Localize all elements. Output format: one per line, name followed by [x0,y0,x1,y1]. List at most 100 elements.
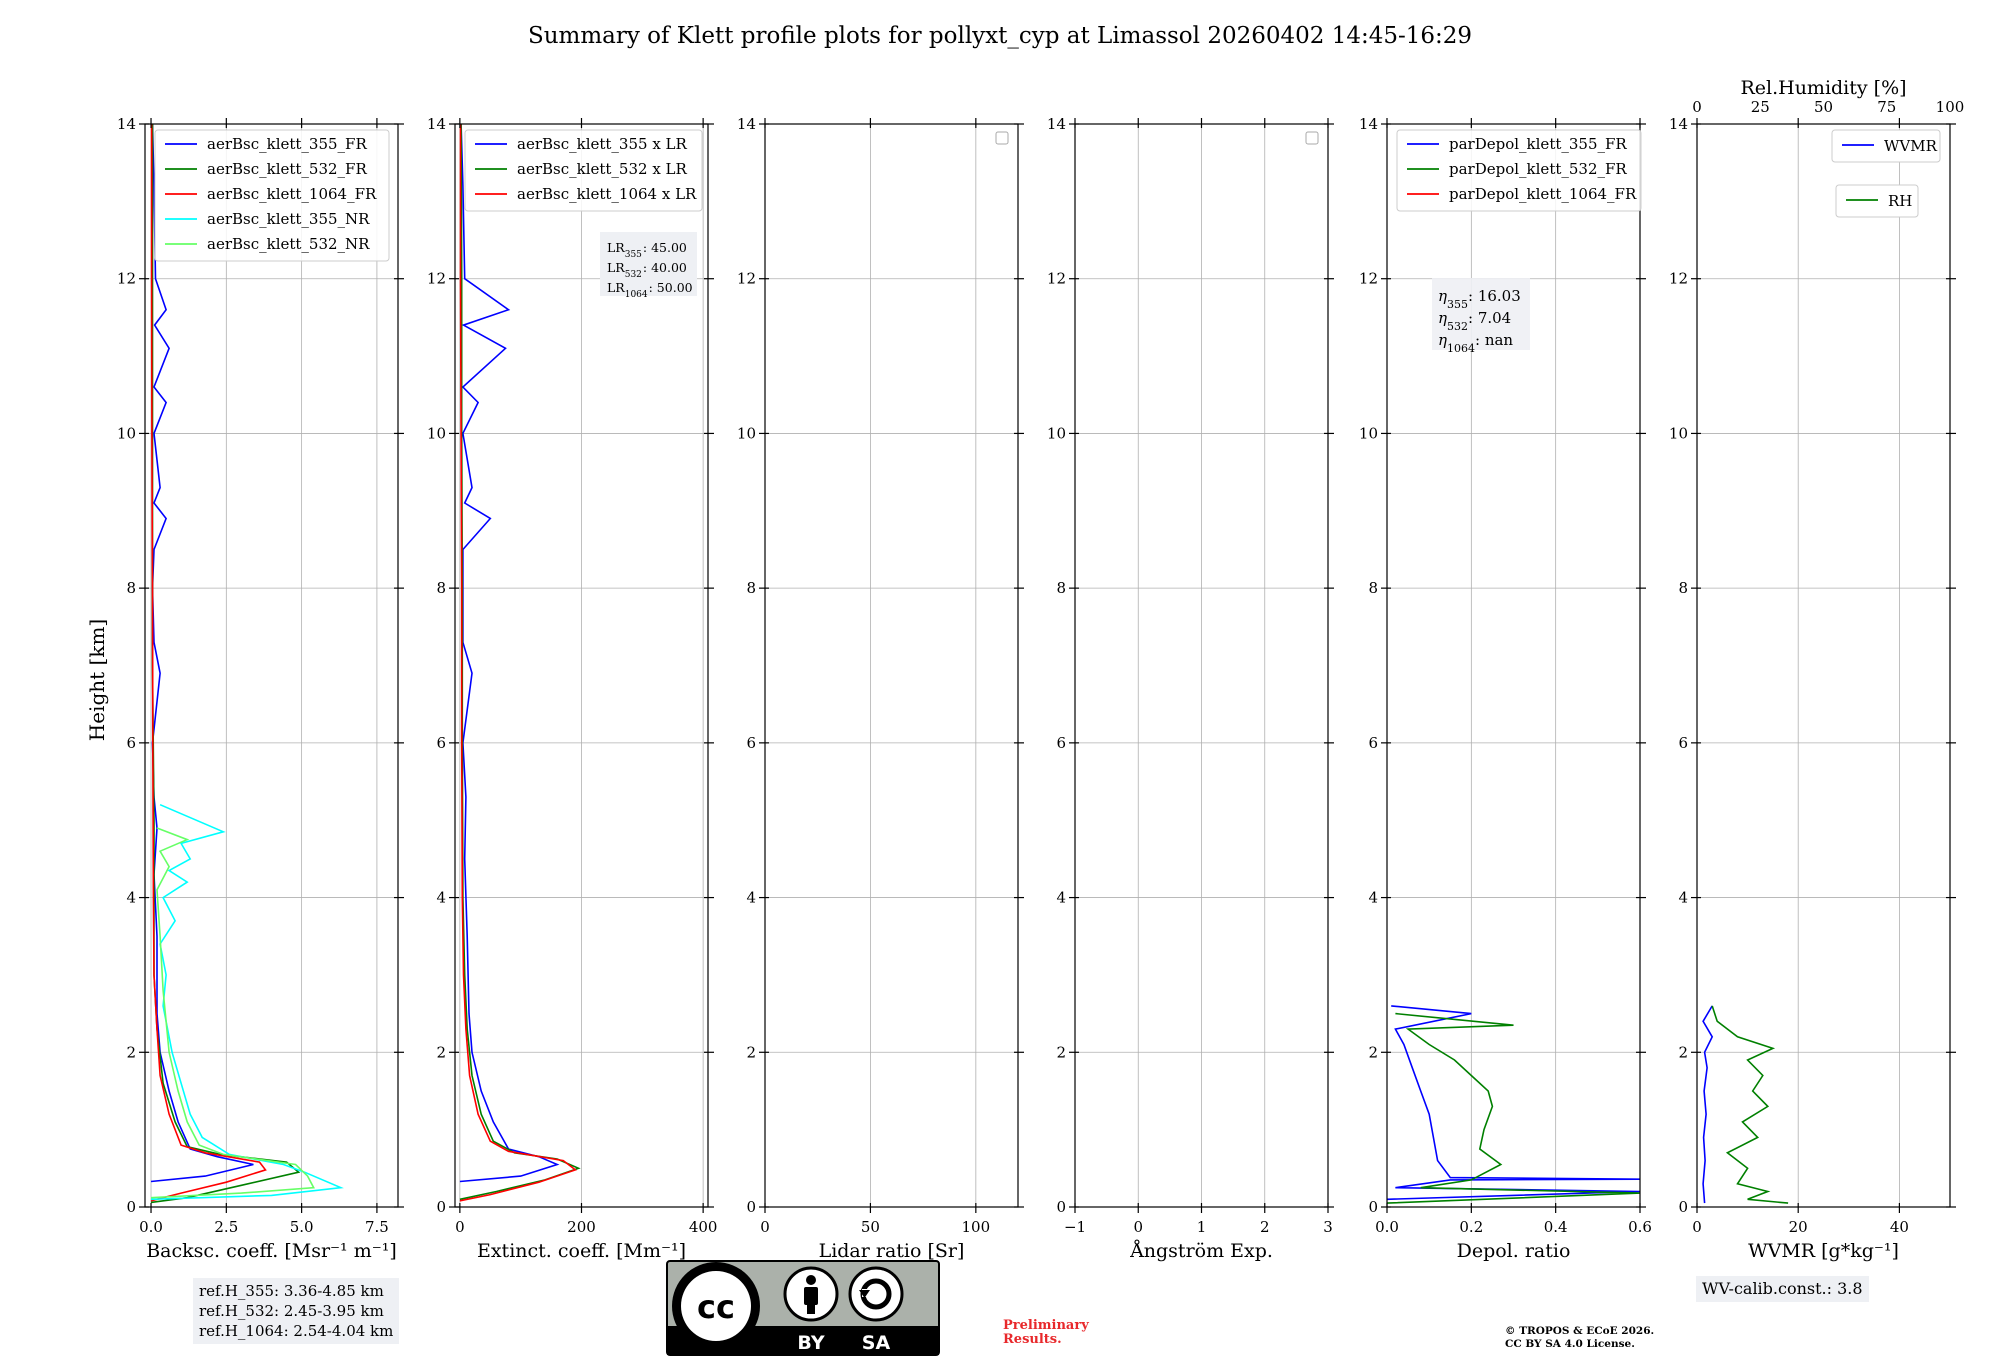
cc-icon: cc [672,1262,760,1350]
y-tick-label: 10 [1669,424,1688,442]
legend-label: WVMR [1884,137,1938,155]
series-line-aerBsc_klett_1064_FR [150,124,267,1202]
legend-label: aerBsc_klett_532_FR [207,160,367,178]
preliminary-line-2: Results. [1003,1332,1062,1347]
x-tick-label: 0.4 [1544,1218,1568,1236]
legend: aerBsc_klett_355 x LR aerBsc_klett_532 x … [464,129,703,212]
y-tick-label: 2 [1678,1043,1688,1061]
ref-height-1064: ref.H_1064: 2.54-4.04 km [199,1322,394,1340]
y-tick-label: 4 [1056,889,1066,907]
legend-label: aerBsc_klett_355_FR [207,135,367,153]
x-tick-label: 0 [760,1218,770,1236]
legend-frame [464,129,703,212]
legend-label: RH [1888,192,1912,210]
x-tick-label: 0.6 [1628,1218,1652,1236]
y-tick-label: 14 [737,115,756,133]
x-tick-label: 0 [1133,1218,1143,1236]
empty-legend [995,131,1009,145]
eta-532: η532: 7.04 [1438,309,1511,333]
y-tick-label: 6 [436,734,446,752]
y-tick-label: 4 [126,889,136,907]
y-tick-label: 14 [427,115,446,133]
legend-frame [154,129,390,262]
x-tick-label: 20 [1789,1218,1808,1236]
x-tick-label: −1 [1064,1218,1086,1236]
x-tick-label: 2 [1260,1218,1270,1236]
series-line-parDepol_klett_355_FR [1387,1005,1640,1201]
legend: WVMR [1831,129,1941,163]
series-line-aerBsc_klett_355_FR [150,124,254,1183]
y-tick-label: 10 [1359,424,1378,442]
eta-355: η355: 16.03 [1438,287,1521,311]
y-tick-label: 12 [427,270,446,288]
y-tick-label: 14 [1359,115,1378,133]
y-tick-label: 2 [1056,1043,1066,1061]
copyright-line-2: CC BY SA 4.0 License. [1505,1338,1635,1350]
reference-heights-box: ref.H_355: 3.36-4.85 km ref.H_532: 2.45-… [193,1278,400,1344]
x-tick-label: 5.0 [290,1218,314,1236]
y-tick-label: 8 [1678,579,1688,597]
y-tick-label: 12 [1669,270,1688,288]
y-tick-label: 4 [436,889,446,907]
y-tick-label: 14 [1669,115,1688,133]
series-line-aerBsc_klett_532_FR [150,124,301,1204]
legend: parDepol_klett_355_FR parDepol_klett_532_… [1396,129,1642,212]
y-tick-label: 0 [746,1198,756,1216]
x-tick-label: 0.2 [1459,1218,1483,1236]
y-tick-label: 10 [737,424,756,442]
share-alike-icon [848,1266,904,1322]
wv-calibration-text: WV-calib.const.: 3.8 [1702,1279,1863,1298]
legend-label: aerBsc_klett_355 x LR [517,135,688,153]
legend-frame [1831,129,1941,163]
x-tick-label: 50 [861,1218,880,1236]
y-tick-label: 8 [746,579,756,597]
x-axis-label: Depol. ratio [1457,1240,1571,1262]
y-tick-label: 2 [1368,1043,1378,1061]
y-tick-label: 10 [427,424,446,442]
legend-label: aerBsc_klett_532 x LR [517,160,688,178]
x-tick-label: 100 [962,1218,991,1236]
y-tick-label: 12 [117,270,136,288]
cc-by-sa-badge: cc BY SA [666,1260,940,1356]
y-tick-label: 0 [1368,1198,1378,1216]
legend: RH [1835,184,1919,218]
y-tick-label: 8 [126,579,136,597]
y-tick-label: 8 [1368,579,1378,597]
legend-label: aerBsc_klett_1064 x LR [517,185,697,203]
annotation-box [600,232,697,296]
top-tick-label: 50 [1814,98,1833,116]
copyright-note: © TROPOS & ECoE 2026. CC BY SA 4.0 Licen… [1505,1325,1654,1351]
x-tick-label: 0.0 [139,1218,163,1236]
y-tick-label: 14 [117,115,136,133]
legend-label: parDepol_klett_532_FR [1449,160,1627,178]
y-tick-label: 4 [746,889,756,907]
y-tick-label: 2 [126,1043,136,1061]
y-tick-label: 10 [1047,424,1066,442]
wv-calibration-box: WV-calib.const.: 3.8 [1696,1276,1869,1302]
copyright-line-1: © TROPOS & ECoE 2026. [1505,1325,1655,1337]
legend-label: aerBsc_klett_532_NR [207,235,370,253]
series-line-aerBsc_klett_532 x LR [459,124,581,1201]
x-tick-label: 0 [1692,1218,1702,1236]
axes-frame [1386,123,1641,1208]
series-group [1387,1005,1640,1204]
cc-sa-label: SA [862,1332,891,1354]
y-tick-label: 6 [1056,734,1066,752]
series-group [150,124,344,1204]
axes-frame [144,123,399,1208]
preliminary-line-1: Preliminary [1003,1318,1089,1333]
top-tick-label: 0 [1692,98,1702,116]
empty-legend [1305,131,1319,145]
series-line-WVMR [1702,1005,1714,1204]
axes-frame [764,123,1019,1208]
top-tick-label: 100 [1936,98,1965,116]
x-axis-label: Extinct. coeff. [Mm⁻¹] [477,1240,686,1262]
panel-1: 0 2 4 6 8 10 12 14 0.0 2.5 5.0 7.5 Backsc. coeff. [M… [117,115,404,1262]
preliminary-note: Preliminary Results. [1003,1319,1089,1347]
eta-1064: η1064: nan [1438,331,1513,355]
x-axis-label: Backsc. coeff. [Msr⁻¹ m⁻¹] [146,1240,397,1262]
x-tick-label: 3 [1323,1218,1333,1236]
